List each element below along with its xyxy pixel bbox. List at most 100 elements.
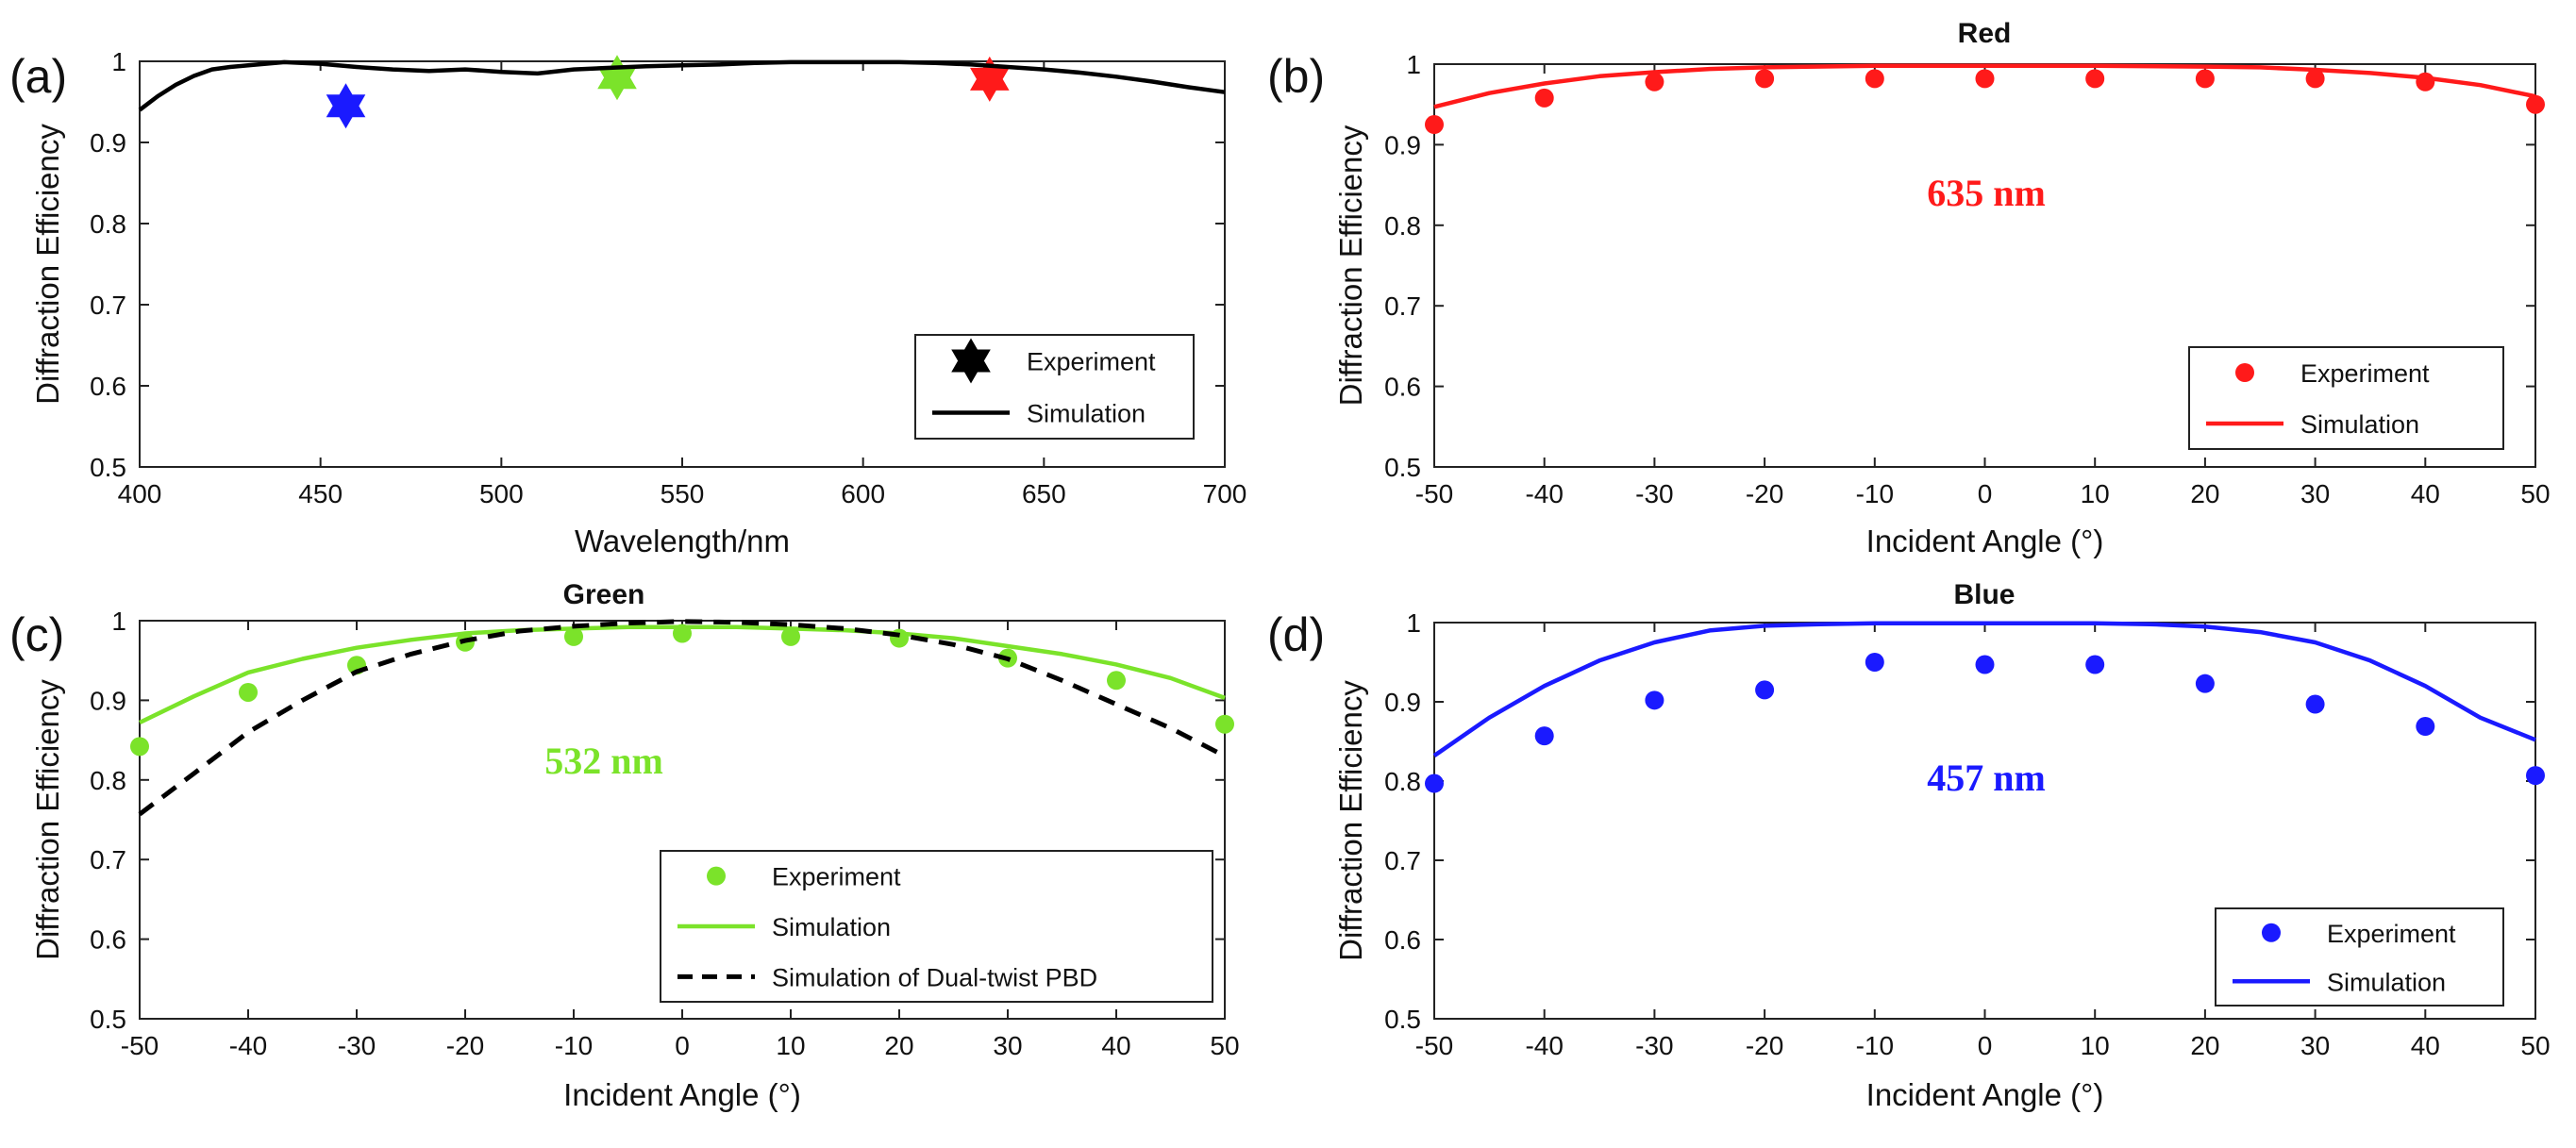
y-axis-label: Diffraction Efficiency: [1333, 125, 1368, 406]
y-tick-label: 0.7: [1384, 846, 1421, 875]
y-tick-label: 0.9: [90, 128, 126, 158]
y-tick-label: 1: [111, 607, 126, 636]
x-tick-label: 30: [993, 1031, 1022, 1060]
experiment-point: [1107, 671, 1126, 690]
y-tick-label: 0.9: [1384, 688, 1421, 717]
y-tick-label: 0.6: [90, 372, 126, 401]
y-axis-label: Diffraction Efficiency: [30, 124, 65, 405]
x-tick-label: 20: [884, 1031, 913, 1060]
chart-title: Blue: [1953, 579, 2015, 610]
simulation-line: [1432, 621, 2536, 757]
y-tick-label: 0.8: [1384, 211, 1421, 241]
legend-label: Experiment: [1027, 348, 1156, 376]
panel-b: (b) Red -50 -40 -30 -20 -10 0 10 20 30 40 50 0.5 0.6 0.…: [1267, 18, 2551, 558]
x-tick-label: -20: [1746, 479, 1783, 508]
wavelength-label: 532 nm: [544, 740, 663, 782]
x-tick-label: 10: [2081, 1031, 2110, 1060]
experiment-point: [1645, 690, 1664, 710]
x-tick-label: 400: [118, 479, 162, 508]
simulation-line: [1433, 63, 2536, 109]
experiment-point: [1425, 774, 1444, 793]
x-tick-label: 50: [2520, 1031, 2550, 1060]
y-tick-label: 0.6: [1384, 373, 1421, 402]
legend-label: Simulation of Dual-twist PBD: [772, 963, 1097, 991]
experiment-point: [1425, 115, 1444, 135]
legend-star-swatch: [951, 338, 991, 384]
x-tick-label: 40: [1101, 1031, 1130, 1060]
experiment-point: [1215, 714, 1234, 734]
x-tick-label: -40: [1525, 479, 1563, 508]
panel-letter: (b): [1267, 50, 1325, 103]
y-tick-label: 0.9: [1384, 130, 1421, 159]
experiment-point: [1975, 655, 1995, 674]
chart-title: Red: [1958, 18, 2012, 49]
panel-c: (c) Green -50 -40 -30 -20 -10 0 10 20 30 40 50 0.5 0.6…: [9, 579, 1240, 1112]
x-tick-label: 700: [1203, 479, 1247, 508]
x-tick-label: -50: [1415, 479, 1453, 508]
y-tick-label: 0.6: [1384, 925, 1421, 955]
experiment-point: [2085, 655, 2105, 674]
x-tick-label: -50: [1415, 1031, 1453, 1060]
x-tick-label: 20: [2190, 1031, 2219, 1060]
experiment-point: [1755, 69, 1775, 89]
y-tick-label: 0.7: [90, 845, 126, 874]
experiment-point: [1534, 88, 1554, 108]
experiment-point: [130, 737, 149, 757]
legend: Experiment Simulation: [2215, 907, 2504, 1007]
experiment-point: [239, 682, 258, 702]
experiment-point: [1865, 69, 1884, 89]
x-tick-label: 650: [1022, 479, 1066, 508]
legend-label: Experiment: [2300, 359, 2430, 388]
y-tick-label: 0.9: [90, 686, 126, 715]
legend-label: Simulation: [772, 913, 891, 941]
x-axis-label: Incident Angle (°): [563, 1077, 801, 1112]
y-tick-label: 0.7: [90, 291, 126, 320]
experiment-point: [2416, 717, 2435, 737]
legend-box: [2215, 907, 2504, 1007]
x-tick-label: 500: [479, 479, 524, 508]
experiment-point: [1975, 69, 1995, 89]
panel-d: (d) Blue -50 -40 -30 -20 -10 0 10 20 30 40 50 0.5 0.6 0…: [1267, 579, 2551, 1112]
x-tick-label: 0: [675, 1031, 690, 1060]
panel-a: (a) 400 450 500 550 600 650 700 0.5 0.6 0.7 0.8 0.9 1…: [9, 47, 1246, 558]
x-tick-label: 550: [661, 479, 705, 508]
x-tick-label: -40: [229, 1031, 267, 1060]
x-axis-label: Wavelength/nm: [575, 524, 790, 558]
x-tick-label: -40: [1525, 1031, 1563, 1060]
x-tick-label: 50: [1210, 1031, 1239, 1060]
x-tick-label: 450: [298, 479, 343, 508]
legend-dot-swatch: [707, 866, 726, 886]
y-tick-label: 0.8: [1384, 767, 1421, 796]
y-tick-label: 0.7: [1384, 291, 1421, 321]
y-tick-label: 0.5: [90, 453, 126, 482]
legend-label: Experiment: [2327, 920, 2456, 948]
x-tick-label: -30: [338, 1031, 376, 1060]
legend-label: Simulation: [2300, 410, 2419, 439]
x-tick-label: -10: [555, 1031, 593, 1060]
y-tick-label: 1: [1406, 50, 1421, 79]
x-tick-label: -10: [1856, 1031, 1894, 1060]
legend-dot-swatch: [2235, 363, 2254, 382]
x-tick-label: 30: [2300, 1031, 2330, 1060]
legend: Experiment Simulation: [2188, 346, 2504, 450]
x-axis-label: Incident Angle (°): [1866, 524, 2104, 558]
y-tick-label: 1: [1406, 608, 1421, 638]
experiment-point: [2526, 94, 2545, 114]
y-tick-label: 1: [111, 47, 126, 76]
x-tick-label: -10: [1856, 479, 1894, 508]
x-tick-label: -30: [1635, 479, 1673, 508]
experiment-point: [1755, 680, 1775, 700]
x-tick-label: -20: [446, 1031, 484, 1060]
y-axis-label: Diffraction Efficiency: [30, 679, 65, 960]
legend: Experiment Simulation Simulation of Dual-t…: [660, 850, 1213, 1003]
experiment-point: [2526, 766, 2545, 786]
experiment-point: [2305, 694, 2325, 714]
experiment-point: [1865, 653, 1884, 672]
legend-label: Simulation: [1027, 400, 1146, 428]
y-tick-label: 0.8: [90, 766, 126, 795]
simulation-line: [139, 624, 1226, 725]
x-tick-label: -50: [121, 1031, 159, 1060]
y-tick-label: 0.8: [90, 209, 126, 239]
legend-label: Experiment: [772, 863, 901, 891]
